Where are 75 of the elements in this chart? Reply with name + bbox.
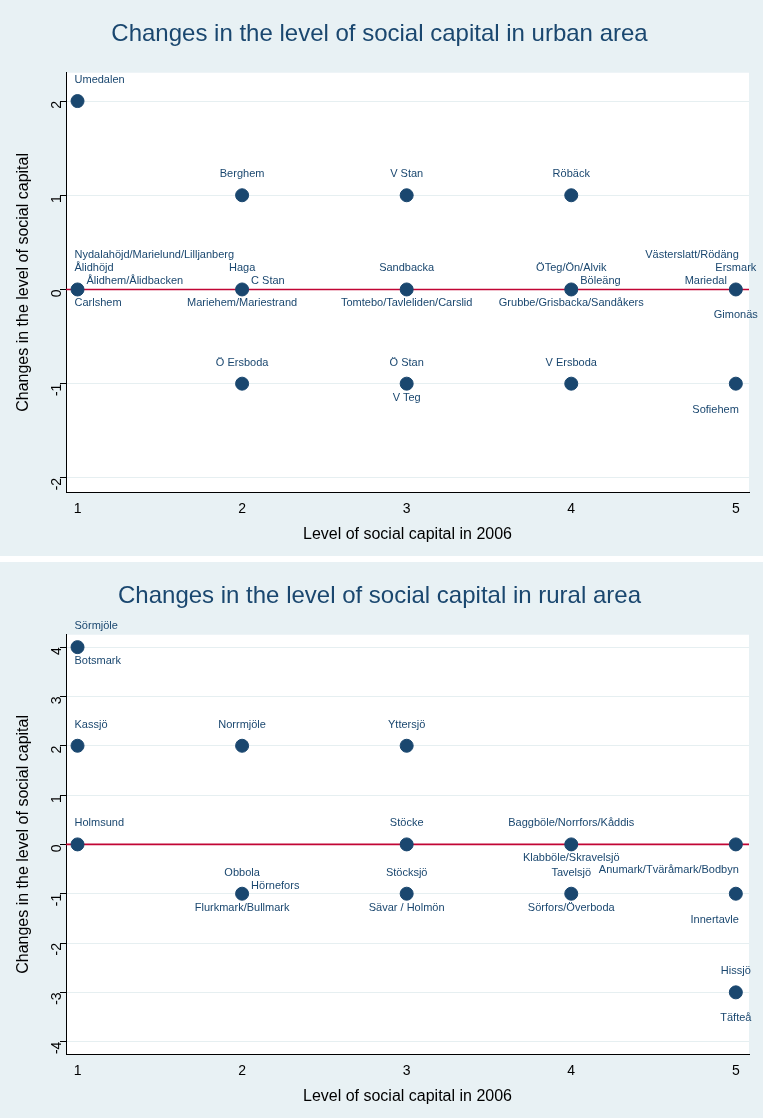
chart-title: Changes in the level of social capital in rural area bbox=[118, 581, 642, 609]
y-tick-label: -2 bbox=[47, 942, 64, 956]
annotation: Mariehem/Mariestrand bbox=[187, 296, 298, 309]
annotation: Innertavle bbox=[690, 912, 739, 925]
x-tick-label: 3 bbox=[402, 500, 411, 517]
annotation: C Stan bbox=[251, 274, 285, 287]
x-tick-label: 4 bbox=[567, 1062, 576, 1079]
annotation: Tavelsjö bbox=[551, 865, 592, 878]
annotation: V Teg bbox=[392, 390, 421, 403]
annotation: Tomtebo/Tavleliden/Carslid bbox=[340, 296, 473, 309]
annotation: Berghem bbox=[219, 167, 265, 180]
y-tick-label: -2 bbox=[47, 477, 64, 491]
x-tick-label: 3 bbox=[402, 1062, 411, 1079]
annotation: Böleäng bbox=[580, 274, 621, 287]
x-tick-label: 5 bbox=[731, 1062, 740, 1079]
y-tick-label: 1 bbox=[47, 794, 64, 803]
annotation: Holmsund bbox=[74, 816, 125, 829]
annotation: Ersmark bbox=[715, 261, 757, 274]
chart-title: Changes in the level of social capital in urban area bbox=[111, 19, 649, 47]
annotation: Grubbe/Grisbacka/Sandåkers bbox=[498, 296, 645, 309]
annotation: Ålidhöjd bbox=[74, 261, 114, 274]
y-tick-label: 0 bbox=[47, 844, 64, 853]
x-tick-label: 4 bbox=[567, 500, 576, 517]
annotation: Röbäck bbox=[552, 167, 591, 180]
y-axis-title: Changes in the level of social capital bbox=[14, 714, 32, 974]
annotation: Ö Ersboda bbox=[215, 355, 270, 368]
x-tick-label: 2 bbox=[238, 500, 247, 517]
annotation: Haga bbox=[228, 261, 257, 274]
annotation: Nydalahöjd/Marielund/Lilljanberg bbox=[74, 248, 235, 261]
x-tick-label: 1 bbox=[73, 500, 82, 517]
annotation: V Ersboda bbox=[545, 355, 598, 368]
annotation: Ö Stan bbox=[389, 355, 424, 368]
x-tick-label: 2 bbox=[238, 1062, 247, 1079]
x-tick-label: 5 bbox=[731, 500, 740, 517]
y-axis-title: Changes in the level of social capital bbox=[14, 152, 32, 412]
y-tick-label: -1 bbox=[47, 383, 64, 397]
y-tick-label: 2 bbox=[47, 100, 64, 109]
annotation: Gimonäs bbox=[713, 308, 759, 321]
x-axis-title: Level of social capital in 2006 bbox=[302, 524, 513, 542]
y-tick-label: 3 bbox=[47, 696, 64, 705]
y-tick-label: -1 bbox=[47, 893, 64, 907]
annotation: Mariedal bbox=[684, 274, 727, 287]
y-tick-label: -3 bbox=[47, 992, 64, 1005]
annotation: Yttersjö bbox=[388, 717, 426, 730]
y-tick-label: 0 bbox=[47, 289, 64, 298]
annotation: V Stan bbox=[390, 167, 424, 180]
annotation: Baggböle/Norrfors/Kåddis bbox=[508, 816, 635, 829]
y-tick-label: 1 bbox=[47, 195, 64, 204]
annotation: Sörfors/Överboda bbox=[527, 900, 616, 913]
annotation: Botsmark bbox=[74, 654, 122, 667]
annotation: Stöcksjö bbox=[385, 865, 428, 878]
annotation: Sofiehem bbox=[692, 402, 739, 415]
annotation: Kassjö bbox=[74, 717, 108, 730]
annotation: Västerslatt/Rödäng bbox=[645, 248, 739, 261]
annotation: Täfteå bbox=[720, 1011, 753, 1024]
annotation: Sävar / Holmön bbox=[368, 900, 445, 913]
x-axis-title: Level of social capital in 2006 bbox=[302, 1086, 513, 1104]
annotation: Carlshem bbox=[74, 296, 122, 309]
annotation: Hörnefors bbox=[251, 878, 300, 891]
x-tick-label: 1 bbox=[73, 1062, 82, 1079]
annotation: ÖTeg/Ön/Alvik bbox=[536, 261, 607, 274]
annotation: Anumark/Tväråmark/Bodbyn bbox=[598, 863, 739, 876]
annotation: Umedalen bbox=[74, 73, 125, 86]
annotation: Ålidhem/Ålidbacken bbox=[86, 274, 184, 287]
annotation: Klabböle/Skravelsjö bbox=[522, 851, 620, 864]
annotation: Norrmjöle bbox=[218, 717, 266, 730]
y-tick-label: 4 bbox=[47, 646, 64, 655]
annotation: Hissjö bbox=[720, 964, 751, 977]
annotation: Sörmjöle bbox=[74, 619, 118, 632]
y-tick-label: -4 bbox=[47, 1041, 64, 1055]
annotation: Sandbacka bbox=[379, 261, 436, 274]
annotation: Flurkmark/Bullmark bbox=[194, 900, 290, 913]
annotation: Stöcke bbox=[389, 816, 424, 829]
y-tick-label: 2 bbox=[47, 745, 64, 754]
annotation: Obbola bbox=[224, 865, 261, 878]
